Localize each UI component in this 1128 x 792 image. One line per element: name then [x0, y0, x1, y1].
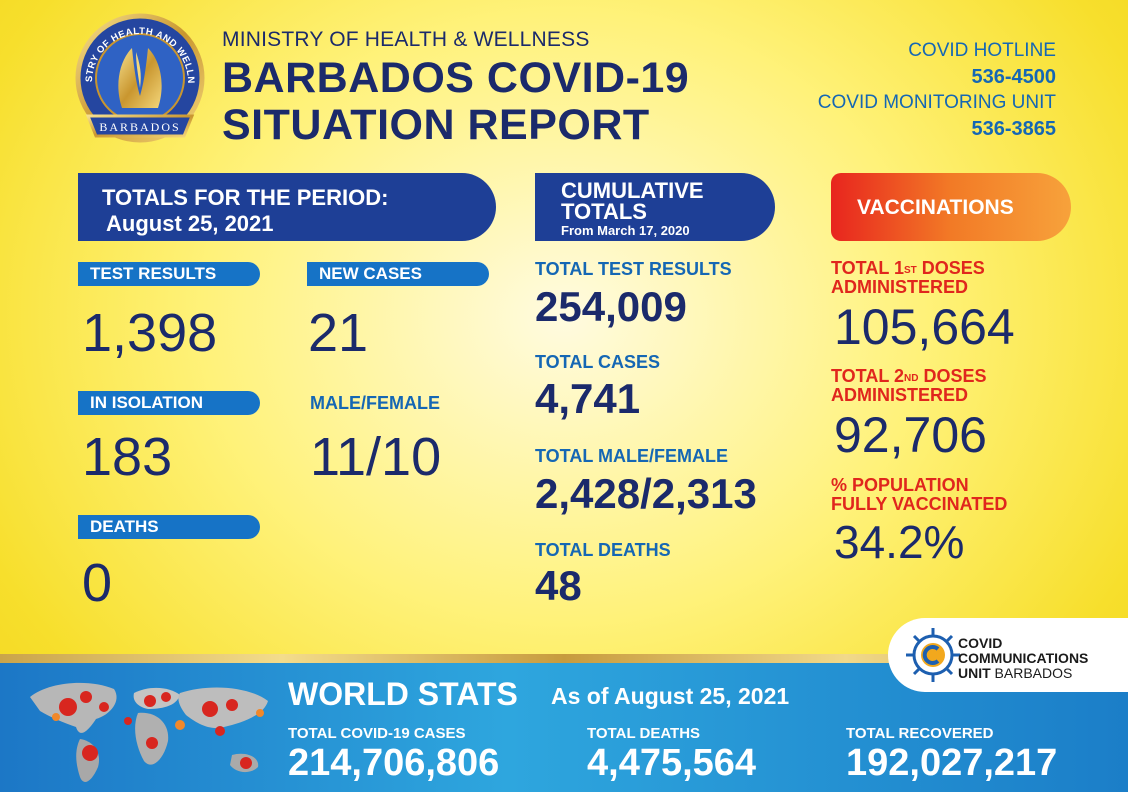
second-doses-sup: ND: [904, 373, 919, 384]
second-doses-label-a: TOTAL 2: [831, 366, 905, 386]
vaccinations-banner: VACCINATIONS: [831, 173, 1071, 241]
gold-divider: [0, 654, 1128, 664]
period-banner-title: TOTALS FOR THE PERIOD:: [102, 185, 389, 210]
cumulative-banner: CUMULATIVE TOTALS From March 17, 2020: [535, 173, 775, 241]
first-doses-label-b: DOSES: [916, 258, 985, 278]
cumulative-banner-line2: TOTALS: [561, 199, 647, 224]
total-deaths-value: 48: [535, 562, 582, 609]
hotline-number: 536-4500: [971, 66, 1056, 88]
cumulative-banner-from: From March 17, 2020: [561, 223, 690, 238]
world-recovered-value: 192,027,217: [846, 742, 1058, 784]
deaths-label: DEATHS: [78, 515, 260, 539]
monitoring-number: 536-3865: [971, 118, 1056, 140]
test-results-label: TEST RESULTS: [78, 262, 260, 286]
second-doses-value: 92,706: [834, 407, 987, 463]
ccu-text: COVID COMMUNICATIONS UNIT BARBADOS: [958, 636, 1088, 681]
hotline-block: COVID HOTLINE 536-4500 COVID MONITORING …: [818, 38, 1056, 142]
ccu-line2: COMMUNICATIONS: [958, 650, 1089, 666]
svg-text:BARBADOS: BARBADOS: [99, 120, 180, 134]
ccu-line3a: UNIT: [958, 665, 991, 681]
total-test-results-label: TOTAL TEST RESULTS: [535, 259, 732, 279]
first-doses-sup: ST: [904, 265, 917, 276]
first-doses-label: TOTAL 1ST DOSES ADMINISTERED: [831, 259, 985, 297]
total-deaths-label: TOTAL DEATHS: [535, 540, 671, 560]
pct-vaccinated-label-b: FULLY VACCINATED: [831, 494, 1008, 514]
world-cases-value: 214,706,806: [288, 742, 500, 784]
ministry-name: MINISTRY OF HEALTH & WELLNESS: [222, 28, 590, 51]
isolation-value: 183: [82, 427, 173, 487]
test-results-value: 1,398: [82, 303, 218, 363]
second-doses-label: TOTAL 2ND DOSES ADMINISTERED: [831, 367, 987, 405]
new-cases-label: NEW CASES: [307, 262, 489, 286]
isolation-label: IN ISOLATION: [78, 391, 260, 415]
deaths-value: 0: [82, 553, 113, 613]
world-stats-title: WORLD STATS: [288, 676, 518, 712]
world-cases-label: TOTAL COVID-19 CASES: [288, 725, 466, 742]
total-male-female-value: 2,428/2,313: [535, 470, 757, 517]
pct-vaccinated-label-a: % POPULATION: [831, 475, 969, 495]
report-title-line1: BARBADOS COVID-19: [222, 54, 690, 102]
first-doses-label-c: ADMINISTERED: [831, 277, 969, 297]
ccu-line1: COVID: [958, 635, 1003, 651]
total-cases-value: 4,741: [535, 375, 641, 422]
new-cases-value: 21: [308, 303, 369, 363]
male-female-label: MALE/FEMALE: [310, 393, 440, 413]
male-female-value: 11/10: [310, 427, 442, 487]
period-banner-date: August 25, 2021: [106, 211, 274, 236]
hotline-label: COVID HOTLINE: [908, 40, 1056, 61]
ministry-emblem: MINISTRY OF HEALTH AND WELLNESS BARBADOS: [66, 4, 210, 148]
report-title-line2: SITUATION REPORT: [222, 101, 650, 149]
world-deaths-label: TOTAL DEATHS: [587, 725, 701, 742]
total-cases-label: TOTAL CASES: [535, 352, 661, 372]
second-doses-label-b: DOSES: [918, 366, 987, 386]
world-stats-date: As of August 25, 2021: [551, 683, 790, 709]
second-doses-label-c: ADMINISTERED: [831, 385, 969, 405]
pct-vaccinated-label: % POPULATION FULLY VACCINATED: [831, 476, 1007, 514]
cumulative-banner-line1: CUMULATIVE: [561, 178, 704, 203]
world-deaths-value: 4,475,564: [587, 742, 757, 784]
first-doses-label-a: TOTAL 1: [831, 258, 905, 278]
ccu-line3b: BARBADOS: [990, 665, 1073, 681]
world-recovered-label: TOTAL RECOVERED: [846, 725, 994, 742]
vaccinations-banner-title: VACCINATIONS: [857, 196, 1014, 219]
monitoring-label: COVID MONITORING UNIT: [817, 92, 1056, 113]
virus-logo-icon: [906, 628, 960, 682]
total-test-results-value: 254,009: [535, 283, 687, 330]
total-male-female-label: TOTAL MALE/FEMALE: [535, 446, 728, 466]
period-banner: TOTALS FOR THE PERIOD: August 25, 2021: [78, 173, 496, 241]
first-doses-value: 105,664: [834, 299, 1015, 355]
ccu-badge: [888, 618, 1128, 692]
pct-vaccinated-value: 34.2%: [834, 516, 965, 568]
world-map-icon: [30, 682, 268, 782]
